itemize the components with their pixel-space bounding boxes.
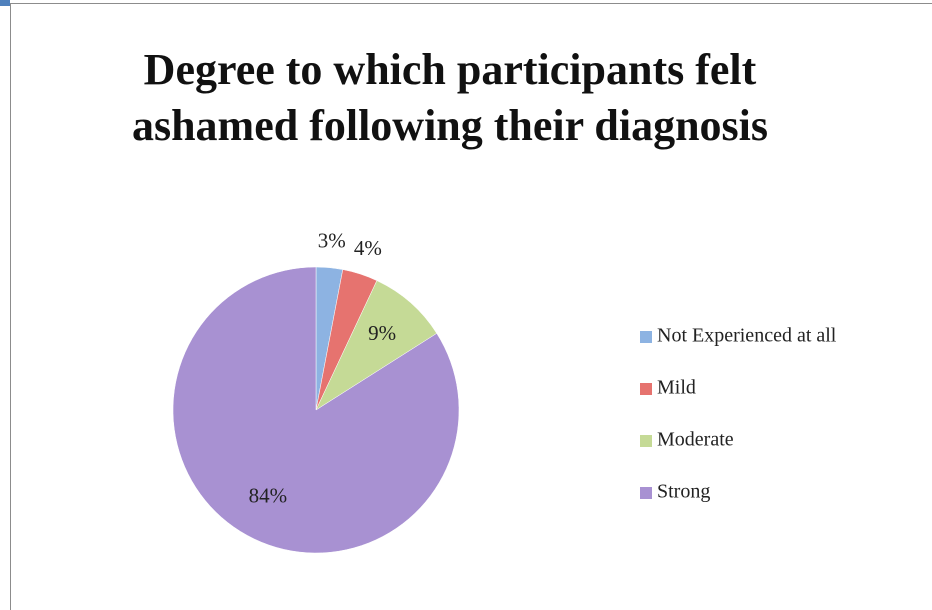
data-label: 4% — [354, 236, 382, 260]
legend-label: Moderate — [657, 429, 734, 451]
chart-title: Degree to which participants felt ashame… — [131, 45, 769, 150]
pie-slice — [172, 266, 460, 554]
data-label: 9% — [368, 321, 396, 345]
legend-label: Strong — [657, 481, 710, 503]
legend-swatch — [640, 383, 652, 395]
legend-label: Mild — [657, 377, 696, 399]
chart-frame — [10, 3, 932, 610]
pie-slice — [315, 280, 438, 411]
corner-tab — [0, 0, 10, 6]
data-label: 84% — [249, 483, 288, 507]
legend-swatch — [640, 435, 652, 447]
legend-label: Not Experienced at all — [657, 325, 837, 347]
legend-swatch — [640, 487, 652, 499]
data-label: 3% — [318, 229, 346, 253]
legend-swatch — [640, 331, 652, 343]
